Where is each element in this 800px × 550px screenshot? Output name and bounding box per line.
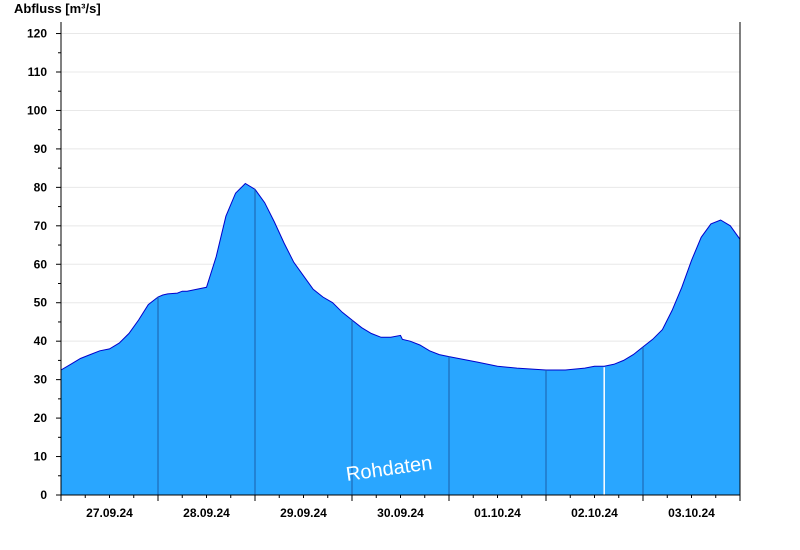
y-axis-label: Abfluss [m³/s] bbox=[14, 1, 101, 16]
y-tick-label: 40 bbox=[34, 334, 48, 348]
y-tick-label: 0 bbox=[40, 488, 47, 502]
y-tick-label: 110 bbox=[28, 65, 48, 79]
y-tick-label: 80 bbox=[34, 180, 48, 194]
x-tick-label: 28.09.24 bbox=[183, 506, 230, 520]
y-axis-ticks: 0 10 20 30 40 50 60 70 80 90 100 110 120 bbox=[27, 27, 61, 502]
y-tick-label: 70 bbox=[34, 219, 48, 233]
y-tick-label: 100 bbox=[27, 103, 47, 117]
x-tick-label: 01.10.24 bbox=[474, 506, 521, 520]
y-tick-label: 20 bbox=[34, 411, 48, 425]
day-separator-lines bbox=[157, 189, 644, 495]
x-tick-label: 03.10.24 bbox=[668, 506, 715, 520]
x-axis-ticks: 27.09.24 28.09.24 29.09.24 30.09.24 01.10.24… bbox=[60, 495, 741, 520]
y-tick-label: 10 bbox=[34, 450, 48, 464]
x-tick-label: 29.09.24 bbox=[280, 506, 327, 520]
x-tick-label: 02.10.24 bbox=[571, 506, 618, 520]
y-tick-label: 30 bbox=[34, 373, 48, 387]
area-fill bbox=[61, 183, 740, 495]
x-tick-label: 30.09.24 bbox=[377, 506, 424, 520]
series-line bbox=[60, 182, 741, 371]
y-tick-label: 50 bbox=[34, 296, 48, 310]
y-tick-label: 60 bbox=[34, 257, 48, 271]
x-tick-label: 27.09.24 bbox=[86, 506, 133, 520]
y-tick-label: 120 bbox=[27, 27, 47, 41]
area-series bbox=[60, 182, 741, 495]
y-tick-label: 90 bbox=[34, 142, 48, 156]
